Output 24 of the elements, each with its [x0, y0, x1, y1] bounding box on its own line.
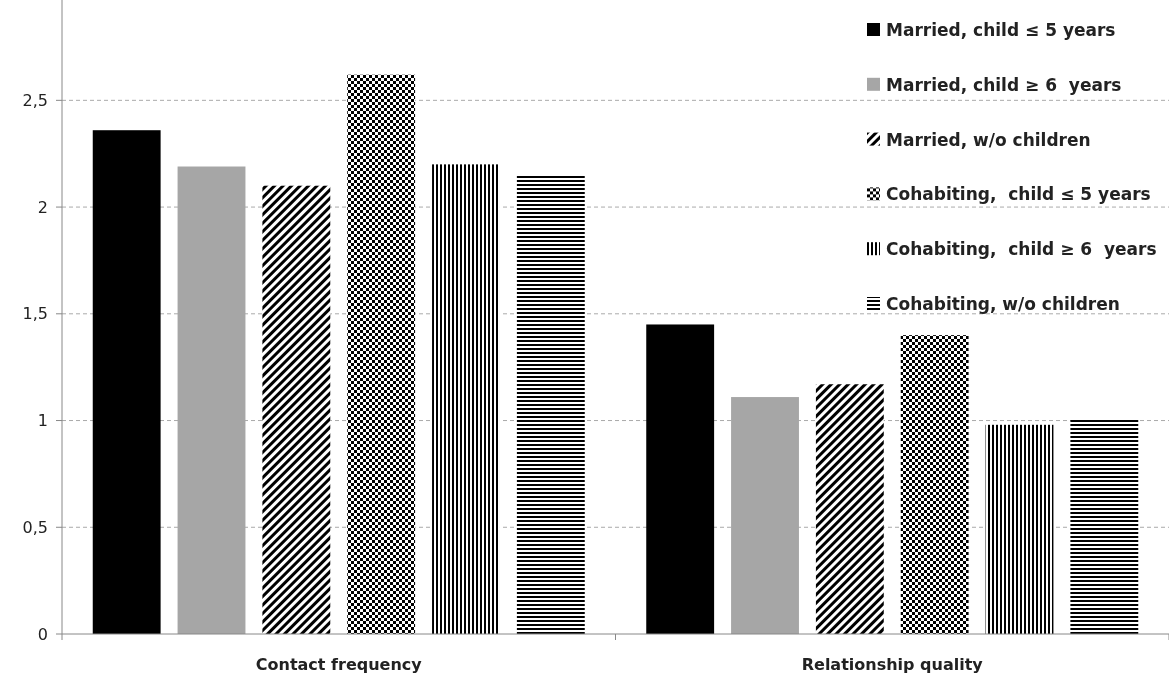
legend-label: Cohabiting, child ≤ 5 years — [886, 184, 1151, 205]
legend-label: Married, w/o children — [886, 129, 1091, 150]
bar — [262, 185, 331, 634]
y-tick-label: 1,5 — [22, 304, 48, 324]
bar — [432, 164, 500, 634]
y-tick-label: 2 — [37, 197, 48, 217]
bar — [92, 130, 161, 634]
x-tick-label: Relationship quality — [801, 655, 984, 674]
y-tick-label: 2,5 — [22, 90, 48, 110]
bar — [347, 74, 416, 634]
legend-label: Married, child ≤ 5 years — [886, 19, 1116, 40]
legend-label: Cohabiting, child ≥ 6 years — [886, 239, 1157, 260]
bar — [516, 175, 585, 634]
bar — [900, 335, 969, 634]
y-tick-label: 1 — [37, 411, 48, 431]
bar — [1070, 418, 1139, 634]
bar — [985, 424, 1054, 634]
bar — [646, 324, 715, 634]
legend-label: Cohabiting, w/o children — [886, 293, 1120, 314]
bar — [815, 384, 884, 634]
x-tick-label: Contact frequency — [255, 655, 423, 674]
y-tick-label: 0,5 — [22, 517, 48, 537]
y-tick-label: 0 — [37, 624, 48, 644]
legend-label: Married, child ≥ 6 years — [886, 74, 1122, 95]
